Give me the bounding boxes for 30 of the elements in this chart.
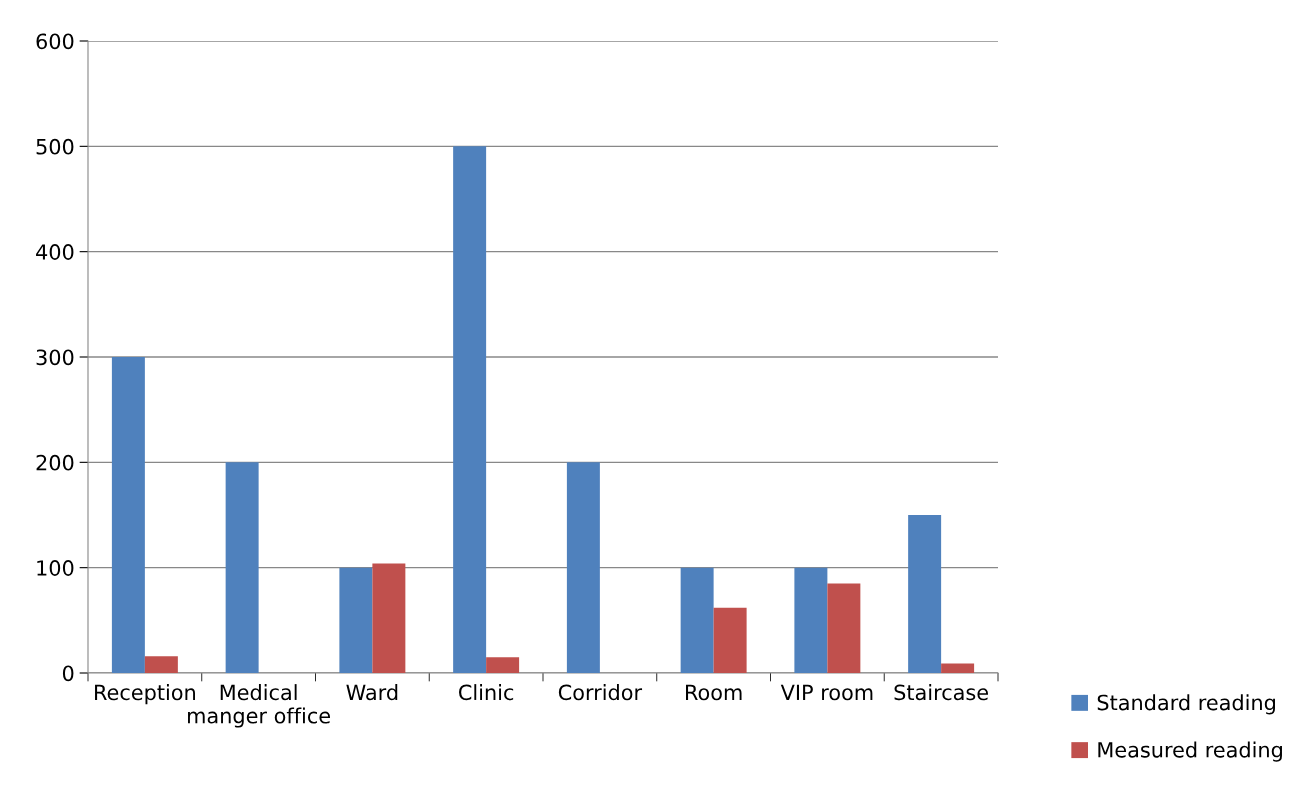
x-tick-label: Corridor: [558, 684, 643, 701]
y-tick-label: 300: [36, 349, 74, 366]
bar: [486, 657, 520, 673]
x-tick-label: Ward: [346, 684, 398, 701]
bar: [794, 567, 828, 673]
x-tick-label: Reception: [95, 684, 195, 705]
y-tick-label: 500: [36, 138, 74, 155]
y-tick-label: 100: [37, 560, 74, 576]
y-tick-label: 200: [36, 454, 74, 471]
bar: [339, 567, 373, 673]
y-tick-label: 400: [36, 244, 74, 260]
bar: [908, 515, 942, 673]
bar: [453, 146, 487, 673]
y-tick-label: 0: [62, 665, 74, 682]
bar: [225, 462, 259, 673]
x-tick-label: Staircase: [894, 684, 988, 701]
legend-label: Standard reading: [1097, 694, 1275, 715]
bar: [111, 357, 145, 673]
bar: [680, 567, 714, 673]
bar: [827, 583, 861, 673]
y-tick-label: 600: [36, 33, 74, 50]
legend-label: Measured reading: [1098, 741, 1282, 762]
x-tick-label: Clinic: [459, 684, 514, 701]
bar: [566, 462, 600, 673]
bar: [713, 607, 747, 673]
bar: [372, 563, 406, 673]
x-tick-label: VIP room: [780, 684, 873, 701]
x-tick-label: Room: [686, 684, 742, 701]
bar: [144, 656, 178, 673]
bar: [941, 663, 975, 673]
